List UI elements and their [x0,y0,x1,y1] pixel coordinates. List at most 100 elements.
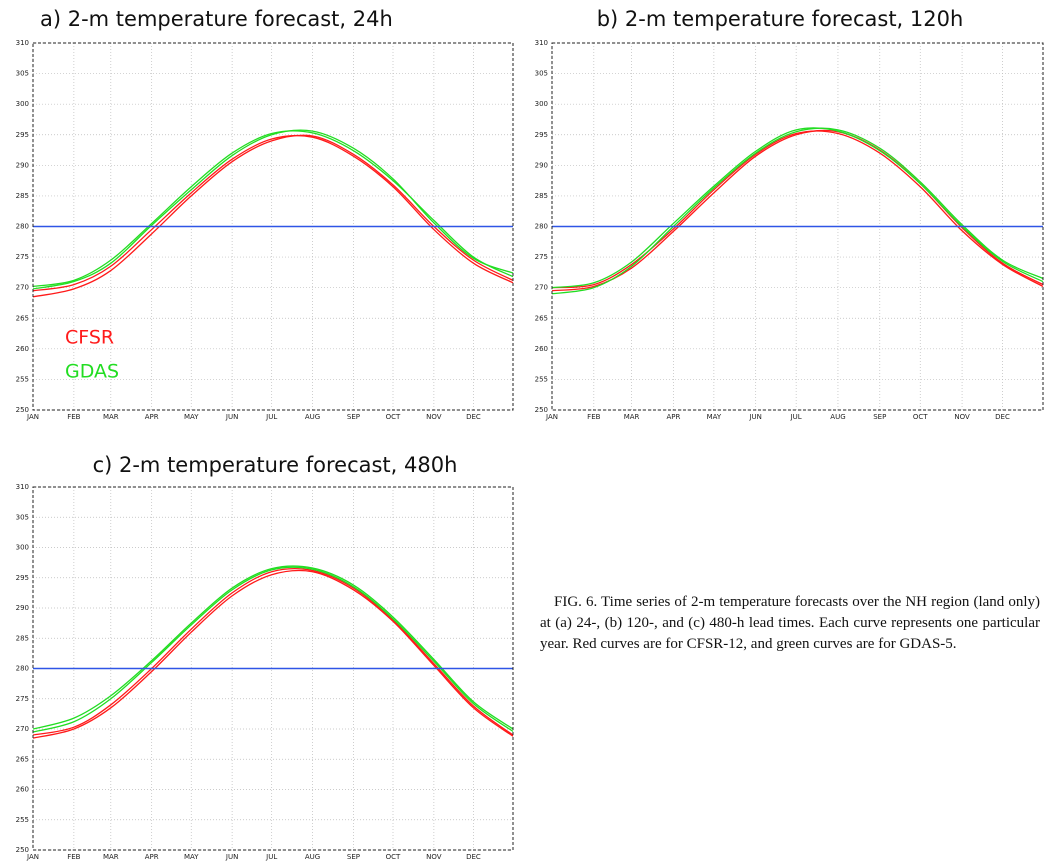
y-tick-label: 260 [16,786,29,794]
x-tick-label: MAY [184,853,199,861]
y-tick-label: 280 [16,223,29,231]
plot-frame [32,42,514,411]
x-tick-label: JUN [748,413,761,421]
y-tick-label: 285 [535,192,548,200]
y-tick-label: 280 [16,665,29,673]
x-tick-label: JUL [265,413,277,421]
y-tick-label: 250 [16,406,29,414]
y-tick-label: 290 [16,604,29,612]
x-tick-label: MAR [624,413,640,421]
x-tick-label: FEB [587,413,600,421]
y-tick-label: 310 [535,39,548,47]
legend-label: GDAS [65,361,119,383]
x-tick-label: OCT [386,413,401,421]
panel-title: a) 2-m temperature forecast, 24h [40,7,393,31]
y-tick-label: 260 [535,345,548,353]
y-tick-label: 295 [16,131,29,139]
y-tick-label: 285 [16,634,29,642]
x-tick-label: NOV [426,413,442,421]
caption-label: FIG. 6. [554,594,598,610]
x-tick-label: SEP [347,853,360,861]
x-tick-label: FEB [67,853,80,861]
x-tick-label: JUL [265,853,277,861]
y-tick-label: 300 [16,544,29,552]
plot-frame [551,42,1044,411]
x-tick-label: SEP [873,413,886,421]
x-tick-label: OCT [913,413,928,421]
y-tick-label: 300 [535,100,548,108]
y-tick-label: 270 [16,725,29,733]
x-tick-label: JAN [545,413,558,421]
y-tick-label: 290 [535,161,548,169]
y-tick-label: 250 [16,846,29,854]
y-tick-label: 300 [16,100,29,108]
x-tick-label: OCT [386,853,401,861]
series-line [32,569,514,739]
y-tick-label: 270 [16,284,29,292]
x-tick-label: MAR [103,413,119,421]
x-tick-label: APR [666,413,680,421]
legend-label: CFSR [65,327,114,349]
series-line [551,127,1044,289]
x-tick-label: DEC [995,413,1010,421]
y-tick-label: 305 [535,70,548,78]
x-tick-label: MAY [184,413,199,421]
x-tick-label: APR [145,413,159,421]
y-tick-label: 310 [16,39,29,47]
plot-frame [32,486,514,851]
x-tick-label: SEP [347,413,360,421]
y-tick-label: 295 [535,131,548,139]
y-tick-label: 265 [535,314,548,322]
series-line [32,565,514,730]
x-tick-label: DEC [466,853,481,861]
y-tick-label: 255 [16,375,29,383]
x-tick-label: NOV [426,853,442,861]
y-tick-label: 305 [16,70,29,78]
y-tick-label: 310 [16,483,29,491]
y-tick-label: 275 [16,695,29,703]
series-line [32,566,514,733]
x-tick-label: NOV [954,413,970,421]
x-tick-label: MAY [707,413,722,421]
y-tick-label: 260 [16,345,29,353]
y-tick-label: 270 [535,284,548,292]
x-tick-label: JUN [225,853,238,861]
series-line [551,127,1044,295]
series-line [551,130,1044,289]
y-tick-label: 305 [16,513,29,521]
x-tick-label: JAN [26,853,39,861]
x-tick-label: AUG [305,853,320,861]
x-tick-label: JUL [790,413,802,421]
y-tick-label: 275 [535,253,548,261]
x-tick-label: AUG [830,413,845,421]
y-tick-label: 265 [16,314,29,322]
x-tick-label: JUN [225,413,238,421]
y-tick-label: 255 [535,375,548,383]
series-line [32,130,514,288]
y-tick-label: 255 [16,816,29,824]
series-line [551,129,1044,292]
caption-text: Time series of 2-m temperature forecasts… [540,594,1040,652]
y-tick-label: 275 [16,253,29,261]
series-line [32,129,514,290]
caption: FIG. 6. Time series of 2-m temperature f… [540,592,1040,655]
series-line [32,134,514,298]
y-tick-label: 285 [16,192,29,200]
x-tick-label: AUG [305,413,320,421]
y-tick-label: 290 [16,161,29,169]
x-tick-label: DEC [466,413,481,421]
y-tick-label: 295 [16,574,29,582]
series-line [32,568,514,736]
series-line [32,134,514,292]
y-tick-label: 250 [535,406,548,414]
x-tick-label: FEB [67,413,80,421]
x-tick-label: APR [145,853,159,861]
x-tick-label: JAN [26,413,39,421]
x-tick-label: MAR [103,853,119,861]
y-tick-label: 280 [535,223,548,231]
y-tick-label: 265 [16,755,29,763]
panel-title: b) 2-m temperature forecast, 120h [597,7,964,31]
panel-title: c) 2-m temperature forecast, 480h [93,453,458,477]
